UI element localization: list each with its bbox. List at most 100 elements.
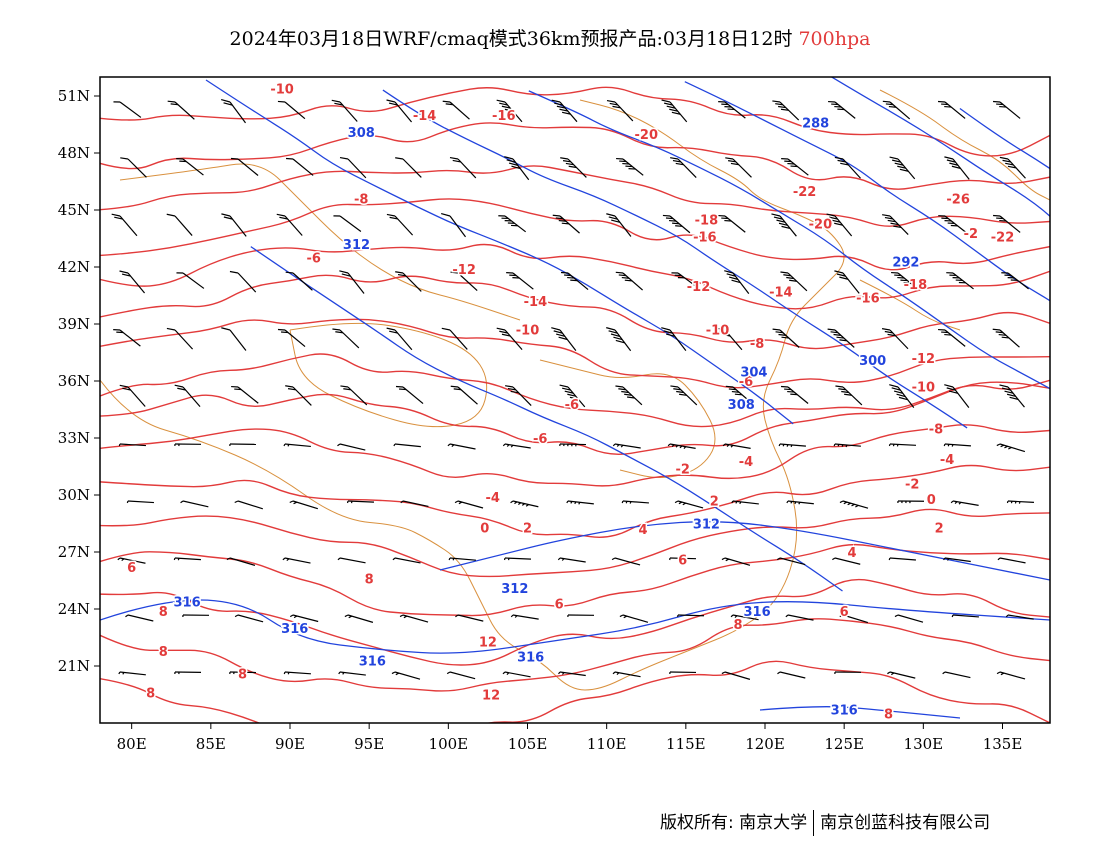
y-tick-label: 24N (58, 600, 90, 618)
temperature-label: -16 (693, 231, 717, 246)
temperature-label: -10 (912, 381, 936, 396)
wind-barb (667, 443, 696, 449)
wind-barb (839, 500, 869, 509)
wind-barb (828, 100, 856, 119)
wind-barb (339, 156, 367, 179)
temperature-contour (100, 243, 1050, 310)
wind-barb (944, 156, 970, 180)
boundary-line (289, 322, 488, 428)
wind-barb (827, 328, 855, 348)
wind-barb (881, 328, 909, 350)
y-tick-label: 45N (58, 201, 90, 219)
temperature-contour (100, 274, 1050, 350)
height-contour (684, 81, 1050, 302)
wind-barb (889, 156, 916, 180)
wind-barb (606, 99, 634, 122)
wind-barb (558, 671, 586, 677)
temperature-label: 12 (479, 635, 497, 650)
wind-barb (174, 384, 201, 408)
wind-barb (113, 101, 142, 118)
wind-barb (889, 384, 915, 409)
wind-barb (176, 158, 204, 176)
wind-barb (669, 557, 697, 561)
wind-barb (993, 214, 1021, 233)
wind-barb (826, 213, 853, 237)
wind-barb (996, 671, 1026, 680)
wind-barb (454, 500, 484, 509)
temperature-label: 4 (639, 523, 648, 538)
wind-barb (176, 272, 205, 289)
wind-barb (449, 156, 477, 179)
wind-barb (182, 614, 210, 618)
wind-barb (776, 557, 806, 566)
wind-barb (887, 671, 916, 679)
temperature-label: -18 (695, 214, 719, 229)
wind-barb (283, 671, 311, 675)
wind-barb (173, 557, 201, 561)
wind-barb (559, 384, 586, 408)
wind-barb (282, 557, 311, 564)
wind-barb (119, 270, 146, 294)
temperature-label: 8 (365, 573, 374, 588)
temperature-labels: -10-14 -16-20-8-6-12-14-10-22-20-18-16-12… (126, 81, 1016, 723)
x-tick-label: 105E (508, 735, 548, 753)
temperature-label: 2 (710, 495, 719, 510)
wind-barb (716, 327, 743, 351)
temperature-label: 8 (146, 687, 155, 702)
wind-barb (606, 213, 632, 237)
temperature-label: 4 (848, 546, 857, 561)
wind-barb (560, 157, 587, 178)
temperature-label: -14 (524, 295, 548, 310)
wind-barb (616, 157, 644, 176)
wind-barb (166, 327, 194, 350)
wind-barb (938, 328, 966, 347)
wind-barb (119, 384, 146, 407)
temperature-contour (100, 543, 1050, 617)
temperature-contour (100, 381, 1050, 455)
y-tick-label: 48N (58, 144, 90, 162)
wind-barb (126, 500, 154, 504)
height-label: 288 (802, 117, 829, 132)
temperature-label: -14 (769, 286, 793, 301)
map-title: 2024年03月18日WRF/cmaq模式36km预报产品:03月18日12时 7… (0, 24, 1100, 51)
y-tick-label: 30N (58, 486, 90, 504)
wind-barb (882, 100, 911, 120)
y-tick-label: 21N (58, 657, 90, 675)
wind-barb (338, 671, 366, 676)
wind-barb (395, 385, 424, 405)
wind-barb (496, 99, 523, 123)
wind-barb (942, 671, 971, 679)
temperature-contour (100, 165, 1050, 227)
x-tick-label: 120E (745, 735, 785, 753)
wind-barb (888, 557, 916, 561)
temperature-label: -8 (354, 193, 368, 208)
wind-barb (674, 500, 704, 509)
height-contour (100, 599, 1050, 654)
temperature-label: -6 (533, 432, 547, 447)
wind-barb (285, 271, 313, 291)
temperature-label: -18 (904, 278, 928, 293)
wind-barb (450, 385, 478, 405)
wind-barb (446, 671, 476, 680)
x-tick-label: 95E (354, 735, 384, 753)
boundary-line (879, 89, 1050, 201)
x-tick-label: 100E (429, 735, 469, 753)
wind-barb (502, 671, 531, 678)
wind-barb (781, 158, 809, 176)
wind-barb (786, 500, 814, 505)
wind-barb (510, 500, 539, 508)
wind-barb (337, 557, 366, 564)
height-label: 300 (859, 354, 886, 369)
wind-barb (393, 443, 421, 448)
wind-barb (721, 671, 751, 680)
wind-barb (332, 328, 360, 349)
wind-barb (891, 271, 919, 290)
wind-barb (619, 614, 649, 623)
wind-barb (882, 214, 909, 235)
wind-barb (111, 213, 138, 237)
wind-barb (174, 443, 202, 447)
height-contour (830, 77, 1050, 218)
temperature-label: 12 (482, 689, 500, 704)
temperature-label: -6 (307, 252, 321, 267)
temperature-label: -10 (270, 82, 294, 97)
